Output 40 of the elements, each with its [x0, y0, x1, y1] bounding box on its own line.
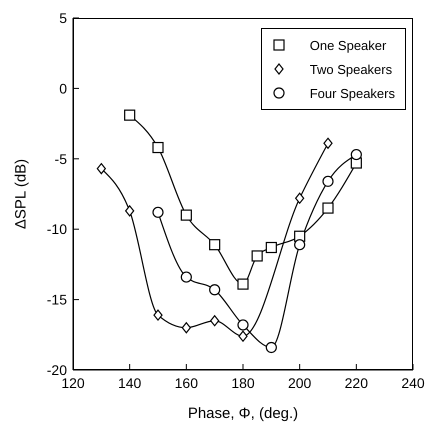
point — [350, 148, 362, 160]
point — [238, 330, 248, 342]
legend-label: One Speaker — [310, 38, 386, 52]
point — [210, 315, 220, 326]
point — [182, 322, 191, 334]
point — [266, 342, 277, 354]
x-tick-label: 200 — [288, 374, 312, 391]
point — [266, 242, 277, 254]
point — [252, 250, 263, 262]
x-tick-label: 160 — [174, 374, 198, 391]
x-tick-label: 220 — [344, 374, 368, 391]
point — [153, 309, 163, 321]
point — [237, 319, 249, 331]
point — [124, 110, 136, 121]
point — [180, 210, 192, 221]
y-tick-label: 0 — [59, 80, 68, 96]
point — [322, 176, 334, 187]
point — [180, 271, 192, 283]
y-tick-label: -5 — [54, 150, 68, 167]
y-axis-title: ΔSPL (dB) — [12, 158, 30, 230]
x-tick-label: 180 — [231, 374, 255, 391]
legend-label: Two Speakers — [310, 62, 392, 76]
point — [323, 138, 333, 149]
y-tick-label: -15 — [46, 292, 68, 308]
point — [209, 239, 220, 250]
point — [152, 142, 164, 154]
point — [96, 163, 106, 174]
legend-label: Four Speakers — [310, 86, 395, 100]
x-tick-label: 140 — [118, 374, 142, 391]
x-tick-label: 240 — [401, 374, 425, 391]
point — [322, 202, 334, 214]
y-tick-label: 5 — [59, 10, 68, 26]
point — [209, 284, 220, 296]
y-tick-label: -10 — [46, 221, 68, 238]
point — [295, 192, 304, 204]
point — [125, 205, 134, 216]
point — [237, 278, 249, 290]
point — [294, 239, 306, 250]
x-axis-title: Phase, Φ, (deg.) — [188, 405, 298, 422]
point — [152, 206, 164, 218]
